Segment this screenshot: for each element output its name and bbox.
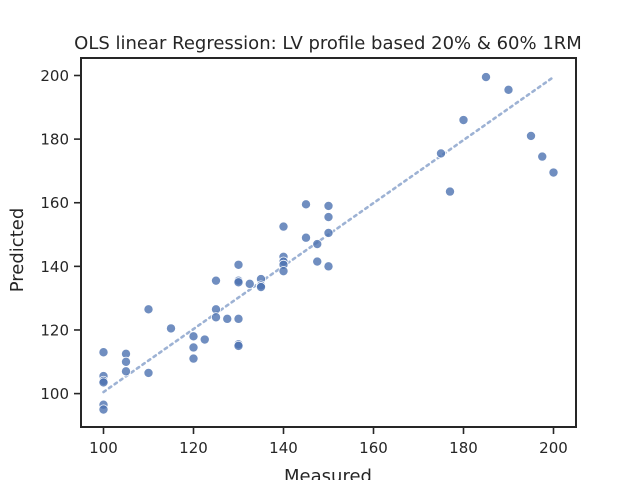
data-point	[98, 404, 109, 415]
y-tick-label: 180	[40, 131, 69, 149]
data-point	[458, 115, 469, 126]
data-point	[244, 278, 255, 289]
data-point	[233, 340, 244, 351]
data-point	[278, 221, 289, 232]
data-point	[98, 347, 109, 358]
data-point	[121, 366, 132, 377]
data-point	[323, 261, 334, 272]
data-point	[537, 151, 548, 162]
y-tick-label: 200	[40, 67, 69, 85]
data-point	[121, 356, 132, 367]
data-point	[188, 331, 199, 342]
x-tick-label: 120	[179, 439, 208, 457]
data-point	[255, 282, 266, 293]
plot-area	[98, 72, 559, 415]
data-point	[222, 313, 233, 324]
x-tick-label: 100	[89, 439, 118, 457]
data-point	[143, 304, 154, 315]
chart-title: OLS linear Regression: LV profile based …	[74, 33, 582, 54]
x-tick-label: 180	[449, 439, 478, 457]
x-tick-label: 200	[539, 439, 568, 457]
data-point	[323, 200, 334, 211]
data-point	[210, 312, 221, 323]
y-axis-label: Predicted	[7, 208, 28, 293]
data-point	[300, 232, 311, 243]
data-point	[199, 334, 210, 345]
data-point	[323, 227, 334, 238]
data-point	[503, 84, 514, 95]
data-point	[188, 342, 199, 353]
data-point	[444, 186, 455, 197]
x-axis-label: Measured	[284, 466, 372, 480]
data-point	[300, 199, 311, 210]
y-tick-label: 100	[40, 385, 69, 403]
data-point	[548, 167, 559, 178]
data-point	[233, 259, 244, 270]
y-tick-label: 120	[40, 321, 69, 339]
x-tick-label: 160	[359, 439, 388, 457]
data-point	[210, 275, 221, 286]
data-point	[526, 130, 537, 141]
data-point	[98, 377, 109, 388]
axes-frame	[80, 57, 577, 428]
x-tick-label: 140	[269, 439, 298, 457]
data-point	[278, 266, 289, 277]
data-point	[165, 323, 176, 334]
y-tick-label: 140	[40, 258, 69, 276]
y-tick-label: 160	[40, 194, 69, 212]
data-point	[435, 148, 446, 159]
data-point	[312, 256, 323, 267]
data-point	[188, 353, 199, 364]
data-point	[312, 239, 323, 250]
data-point	[143, 367, 154, 378]
data-point	[323, 212, 334, 223]
axes: 100 120 140 160 180 200 100 120 140 160 180 200	[40, 57, 577, 457]
data-point	[233, 277, 244, 288]
data-point	[480, 72, 491, 83]
data-point	[233, 313, 244, 324]
